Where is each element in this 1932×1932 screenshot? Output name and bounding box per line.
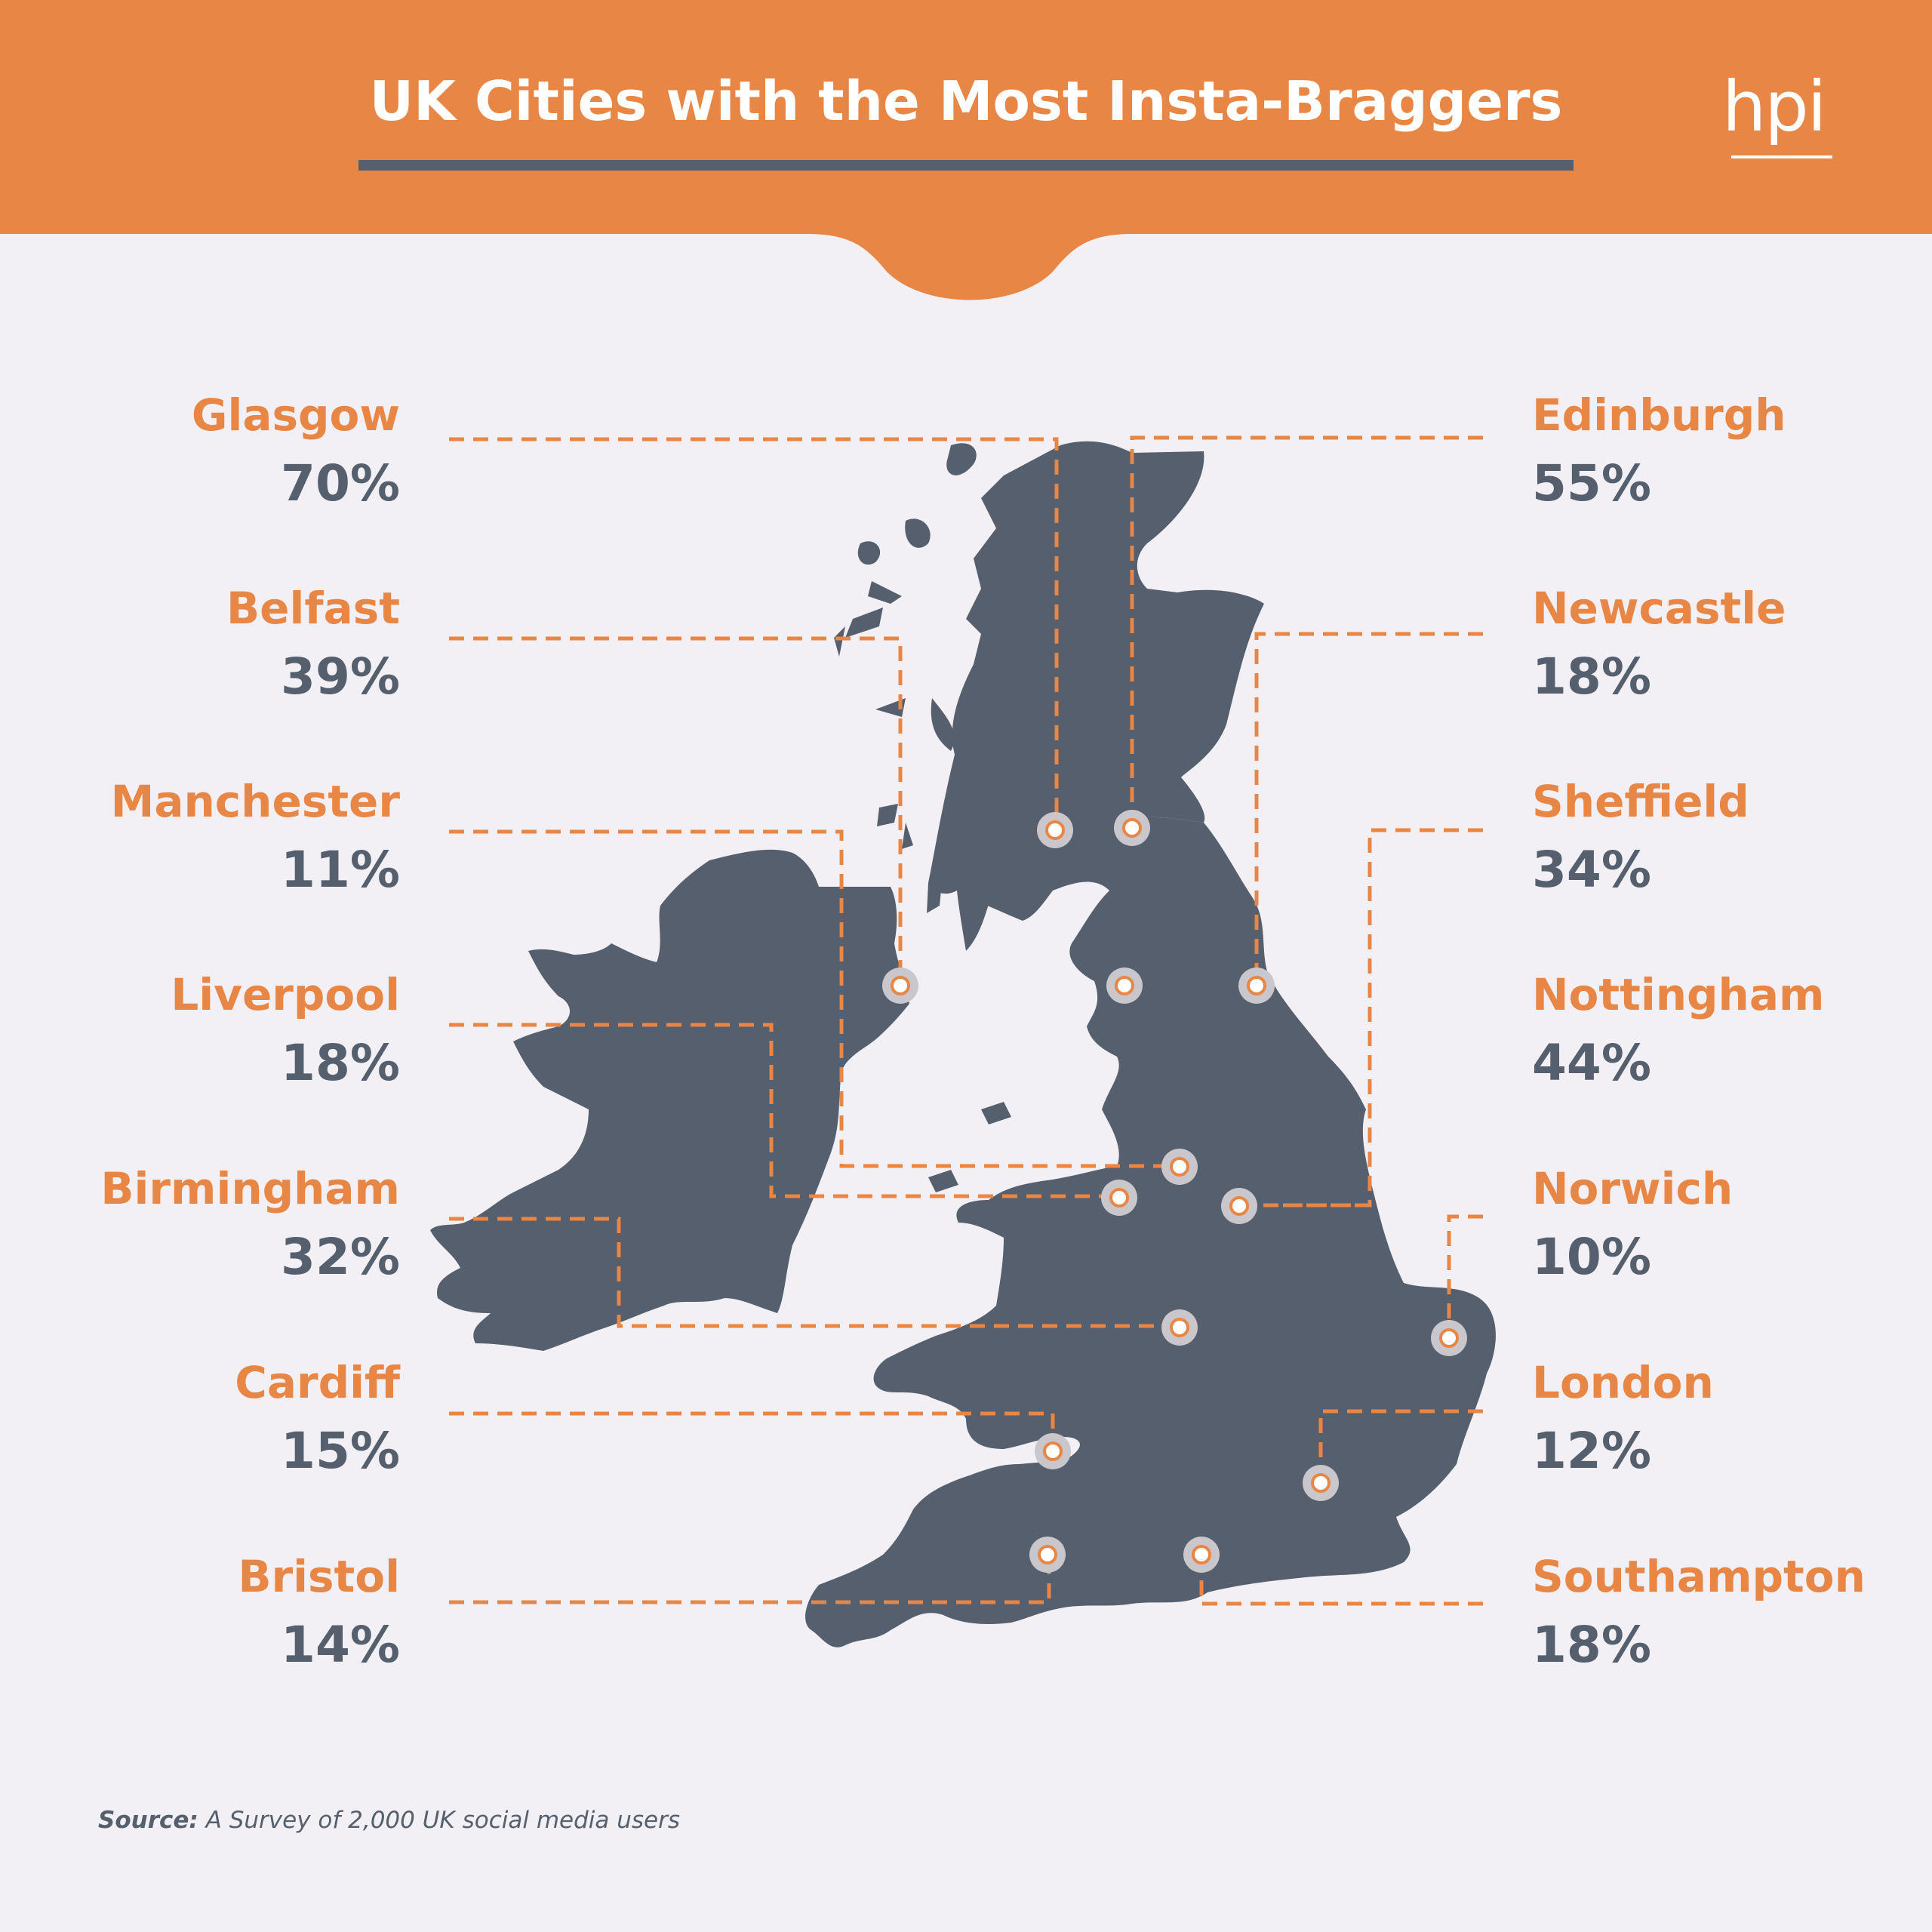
marker-liverpool [1106, 968, 1143, 1004]
city-label-sheffield: Sheffield 34% [1532, 777, 1749, 898]
page-title: UK Cities with the Most Insta-Braggers [369, 69, 1563, 133]
landmass [430, 441, 1496, 1647]
leader-belfast [449, 636, 903, 981]
city-percentage: 34% [1532, 841, 1651, 899]
city-percentage: 10% [1532, 1228, 1651, 1286]
city-name: Southampton [1532, 1551, 1866, 1602]
source-label: Source: [98, 1807, 198, 1834]
england-wales-shape [805, 817, 1496, 1647]
city-label-manchester: Manchester 11% [111, 777, 400, 898]
marker-belfast [882, 968, 918, 1004]
leader-liverpool [449, 1023, 1117, 1198]
leader-lines [449, 435, 1483, 1606]
city-name: Edinburgh [1532, 389, 1786, 441]
marker-london [1303, 1465, 1339, 1501]
title-underline [358, 160, 1574, 171]
marker-nottingham [1221, 1188, 1257, 1224]
city-percentage: 18% [1532, 648, 1651, 706]
marker-birmingham [1161, 1309, 1198, 1346]
city-percentage: 39% [281, 648, 400, 706]
city-name: Newcastle [1532, 583, 1786, 634]
city-percentage: 11% [281, 841, 400, 899]
leader-birmingham [449, 1217, 1178, 1328]
marker-liverpool-2 [1101, 1180, 1137, 1216]
city-percentage: 44% [1532, 1034, 1651, 1092]
city-name: Belfast [226, 583, 400, 634]
city-label-nottingham: Nottingham 44% [1532, 971, 1824, 1091]
city-name: Liverpool [171, 969, 400, 1020]
header-banner [0, 0, 1932, 234]
leader-glasgow [449, 437, 1059, 826]
marker-southampton [1183, 1537, 1220, 1573]
hpi-logo: hpi [1722, 66, 1826, 147]
city-percentage: 32% [281, 1228, 400, 1286]
leader-cardiff [449, 1411, 1055, 1449]
leader-sheffield [1240, 828, 1483, 1208]
city-name: Bristol [238, 1551, 400, 1602]
city-percentage: 14% [281, 1616, 400, 1674]
city-markers [882, 810, 1467, 1573]
city-name: Birmingham [100, 1163, 400, 1214]
city-label-birmingham: Birmingham 32% [100, 1164, 400, 1285]
header-tab [808, 234, 1132, 300]
marker-bristol [1029, 1537, 1066, 1573]
city-percentage: 18% [281, 1034, 400, 1092]
city-percentage: 55% [1532, 454, 1651, 512]
city-percentage: 15% [281, 1422, 400, 1480]
city-label-belfast: Belfast 39% [226, 584, 400, 705]
city-label-cardiff: Cardiff 15% [235, 1358, 400, 1479]
city-name: Glasgow [191, 389, 400, 441]
source-text: A Survey of 2,000 UK social media users [205, 1807, 681, 1834]
leader-london [1318, 1409, 1483, 1483]
city-label-norwich: Norwich 10% [1532, 1164, 1733, 1285]
marker-glasgow [1037, 812, 1073, 848]
city-name: Cardiff [235, 1357, 400, 1408]
city-label-bristol: Bristol 14% [238, 1552, 400, 1673]
source-note: Source: A Survey of 2,000 UK social medi… [98, 1807, 680, 1834]
scotland-shape [928, 441, 1264, 951]
city-label-southampton: Southampton 18% [1532, 1552, 1866, 1673]
city-label-london: London 12% [1532, 1358, 1714, 1479]
marker-newcastle [1238, 968, 1275, 1004]
city-name: Sheffield [1532, 776, 1749, 827]
leader-newcastle [1254, 632, 1483, 985]
city-name: Nottingham [1532, 969, 1825, 1020]
city-percentage: 12% [1532, 1422, 1651, 1480]
marker-cardiff [1035, 1433, 1071, 1469]
city-percentage: 18% [1532, 1616, 1651, 1674]
city-name: Norwich [1532, 1163, 1734, 1214]
city-label-newcastle: Newcastle 18% [1532, 584, 1786, 705]
city-percentage: 70% [281, 454, 400, 512]
marker-edinburgh [1114, 810, 1150, 846]
logo-underline [1731, 155, 1832, 158]
city-label-edinburgh: Edinburgh 55% [1532, 391, 1786, 512]
city-label-glasgow: Glasgow 70% [192, 391, 400, 512]
city-name: London [1532, 1357, 1714, 1408]
leader-edinburgh [1130, 435, 1483, 826]
leader-manchester [449, 829, 1178, 1168]
ireland-shape [430, 849, 909, 1351]
marker-norwich [1431, 1320, 1467, 1356]
city-name: Manchester [110, 776, 400, 827]
leader-norwich [1447, 1214, 1483, 1340]
city-label-liverpool: Liverpool 18% [171, 971, 400, 1091]
marker-manchester [1161, 1149, 1198, 1185]
